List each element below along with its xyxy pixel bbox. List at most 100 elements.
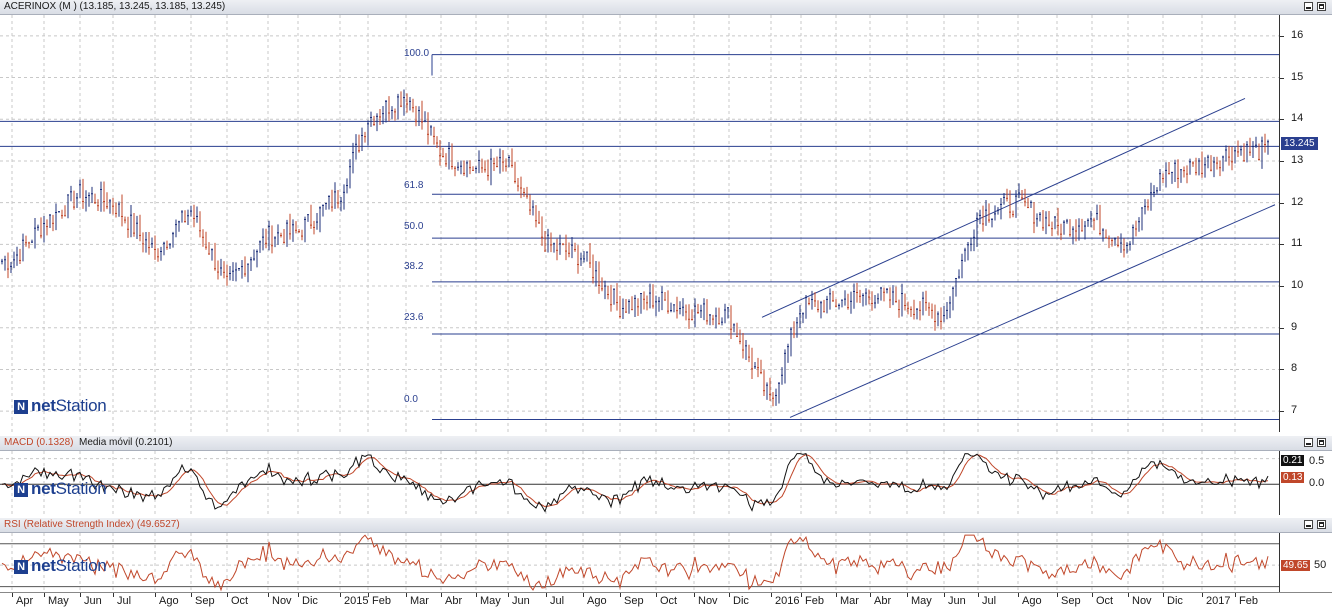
candle bbox=[856, 282, 858, 303]
candle bbox=[544, 230, 546, 252]
candle bbox=[571, 236, 573, 259]
netstation-logo-icon: N bbox=[14, 483, 28, 497]
candle bbox=[1051, 221, 1053, 237]
x-tick-label: Feb bbox=[805, 595, 824, 607]
candle bbox=[973, 229, 975, 252]
channel-upper-line bbox=[761, 97, 1246, 318]
logo-text-net: net bbox=[31, 479, 56, 498]
main-panel-titlebar: ACERINOX (M ) (13.185, 13.245, 13.185, 1… bbox=[0, 0, 1332, 15]
x-tick-label: Jun bbox=[84, 595, 102, 607]
candle bbox=[13, 251, 15, 269]
candle bbox=[1168, 162, 1170, 175]
candle bbox=[358, 134, 360, 153]
candle bbox=[475, 166, 477, 174]
candle bbox=[1240, 145, 1242, 156]
candle bbox=[886, 288, 888, 294]
minimize-icon[interactable] bbox=[1304, 2, 1313, 11]
candle bbox=[877, 293, 879, 304]
candle bbox=[997, 207, 999, 215]
candle bbox=[439, 139, 441, 166]
candle bbox=[526, 186, 528, 199]
candle bbox=[160, 246, 162, 261]
x-tick-label: Dic bbox=[302, 595, 318, 607]
candle bbox=[703, 298, 705, 321]
maximize-icon[interactable] bbox=[1317, 438, 1326, 447]
candle bbox=[547, 228, 549, 253]
candle bbox=[1201, 151, 1203, 178]
candle bbox=[1021, 190, 1023, 200]
maximize-icon[interactable] bbox=[1317, 520, 1326, 529]
price-axis-tick bbox=[1279, 119, 1284, 121]
candle bbox=[142, 232, 144, 253]
minimize-icon[interactable] bbox=[1304, 520, 1313, 529]
candle bbox=[88, 192, 90, 207]
candle bbox=[346, 178, 348, 194]
candle bbox=[511, 148, 513, 168]
candle bbox=[943, 306, 945, 323]
price-axis-label: 9 bbox=[1291, 320, 1298, 333]
candle bbox=[994, 205, 996, 221]
rsi-value-tag: 49.65 bbox=[1281, 560, 1311, 571]
candle bbox=[514, 161, 516, 184]
candle bbox=[922, 291, 924, 316]
candle bbox=[781, 367, 783, 385]
candle bbox=[124, 216, 126, 224]
candle bbox=[382, 105, 384, 125]
price-chart-area[interactable] bbox=[0, 15, 1280, 432]
candle bbox=[76, 192, 78, 209]
candle bbox=[1066, 218, 1068, 224]
candle bbox=[1174, 159, 1176, 183]
fib-label-100: 100.0 bbox=[404, 48, 430, 59]
candle bbox=[208, 242, 210, 255]
candle bbox=[718, 307, 720, 325]
candle bbox=[403, 89, 405, 116]
candle bbox=[697, 303, 699, 314]
candle bbox=[850, 291, 852, 314]
candle bbox=[136, 215, 138, 239]
candle bbox=[1147, 199, 1149, 211]
candle bbox=[1204, 157, 1206, 178]
candle bbox=[187, 209, 189, 226]
x-tick-label: Sep bbox=[195, 595, 215, 607]
rsi-chart-area[interactable] bbox=[0, 533, 1280, 592]
candle bbox=[508, 155, 510, 168]
x-tick bbox=[694, 593, 695, 597]
candle bbox=[1150, 182, 1152, 211]
x-tick-label: 2015 bbox=[344, 595, 369, 607]
candle bbox=[427, 112, 429, 145]
candle bbox=[874, 295, 876, 309]
candle bbox=[559, 234, 561, 255]
candle bbox=[631, 296, 633, 311]
minimize-icon[interactable] bbox=[1304, 438, 1313, 447]
x-tick bbox=[656, 593, 657, 597]
candle bbox=[583, 251, 585, 263]
candle bbox=[172, 231, 174, 248]
maximize-icon[interactable] bbox=[1317, 2, 1326, 11]
x-tick bbox=[1163, 593, 1164, 597]
x-tick bbox=[441, 593, 442, 597]
candle bbox=[1075, 219, 1077, 242]
candle bbox=[727, 307, 729, 319]
netstation-logo-icon: N bbox=[14, 560, 28, 574]
candle bbox=[100, 181, 102, 212]
price-axis-tick bbox=[1279, 286, 1284, 288]
candle bbox=[1003, 192, 1005, 205]
candle bbox=[679, 301, 681, 315]
candle bbox=[1231, 146, 1233, 171]
macd-chart-area[interactable] bbox=[0, 451, 1280, 515]
x-tick bbox=[944, 593, 945, 597]
candle bbox=[391, 106, 393, 119]
candle bbox=[1057, 207, 1059, 236]
candle bbox=[670, 302, 672, 313]
candle bbox=[1228, 145, 1230, 166]
x-tick-label: Abr bbox=[445, 595, 463, 607]
x-tick-label: Ago bbox=[159, 595, 179, 607]
candle bbox=[1090, 210, 1092, 228]
x-tick bbox=[368, 593, 369, 597]
candle bbox=[217, 260, 219, 280]
rsi-panel-titlebar: RSI (Relative Strength Index) (49.6527) bbox=[0, 518, 1332, 533]
candle bbox=[334, 182, 336, 209]
candle bbox=[586, 251, 588, 262]
candle bbox=[589, 243, 591, 268]
